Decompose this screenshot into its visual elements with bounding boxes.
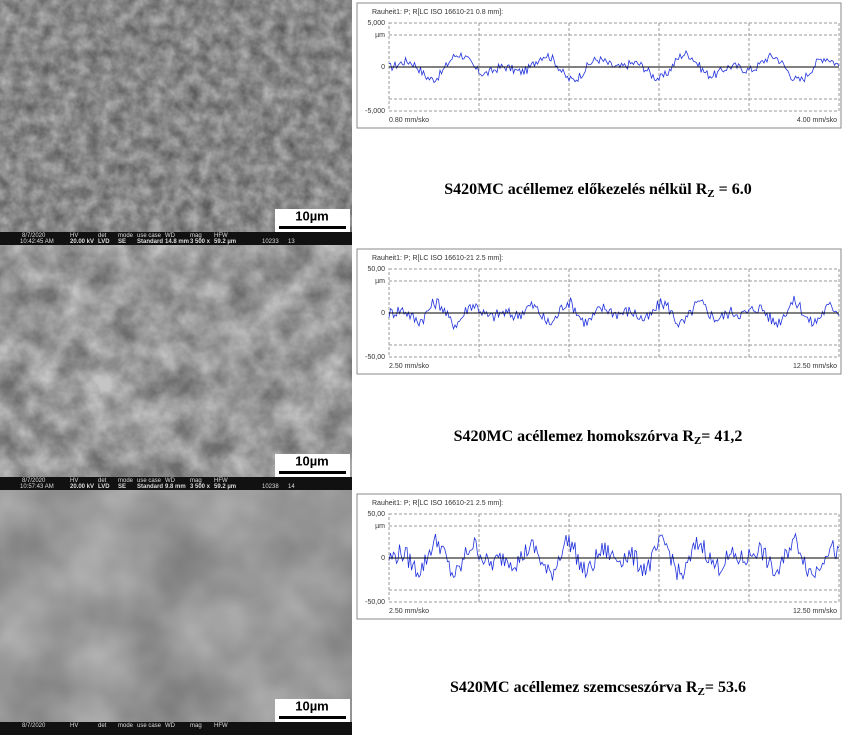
caption-value: = 53.6 <box>705 679 746 696</box>
info-value: Standard <box>137 239 163 245</box>
info-bar <box>0 722 352 735</box>
info-value: LVD <box>98 239 110 245</box>
sem-texture <box>0 0 352 232</box>
info-value: 9.8 mm <box>165 484 186 490</box>
profile-header: Rauheit1: P; R[LC ISO 16610-21 2.5 mm]: <box>372 500 503 507</box>
y-label: 0 <box>381 64 385 71</box>
info-id: 10233 <box>262 239 279 245</box>
caption: S420MC acéllemez előkezelés nélkül RZ = … <box>444 181 752 200</box>
info-time: 10:42:45 AM <box>20 239 54 245</box>
figure: 10µm 8/7/2020 10:42:45 AM HV 20.00 kV det LVD m… <box>0 0 843 738</box>
y-label: µm <box>375 278 385 285</box>
x-label-left: 2.50 mm/sko <box>389 363 429 370</box>
scale-bar-label: 10µm <box>295 453 329 468</box>
info-value: 20.00 kV <box>70 239 94 245</box>
caption-subscript: Z <box>697 686 704 698</box>
info-id: 10238 <box>262 484 279 490</box>
scale-bar <box>279 716 346 719</box>
caption-subscript: Z <box>707 188 714 200</box>
caption-subscript: Z <box>694 435 701 447</box>
y-label: 50,00 <box>367 266 385 273</box>
caption-value: = 41,2 <box>701 428 742 445</box>
scale-bar-label: 10µm <box>295 208 329 223</box>
info-num: 14 <box>288 484 295 490</box>
info-value: 59.2 µm <box>214 239 236 245</box>
profile-panel: Rauheit1: P; R[LC ISO 16610-21 2.5 mm]: 5… <box>357 494 841 619</box>
info-value: 59.2 µm <box>214 484 236 490</box>
info-value: 14.8 mm <box>165 239 189 245</box>
info-label: det <box>98 723 107 729</box>
info-label: mode <box>118 723 134 729</box>
caption: S420MC acéllemez homokszórva RZ= 41,2 <box>454 428 743 447</box>
info-value: SE <box>118 239 126 245</box>
info-label: mag <box>190 723 202 729</box>
sem-texture <box>0 245 352 477</box>
info-label: HFW <box>214 723 228 729</box>
info-label: use case <box>137 723 162 729</box>
profile-panel: Rauheit1: P; R[LC ISO 16610-21 2.5 mm]: 5… <box>357 249 841 374</box>
caption-value: = 6.0 <box>715 181 752 198</box>
info-value: 3 500 x <box>190 239 211 245</box>
caption: S420MC acéllemez szemcseszórva RZ= 53.6 <box>450 679 746 698</box>
y-label: µm <box>375 523 385 530</box>
caption-text: S420MC acéllemez homokszórva R <box>454 428 695 445</box>
y-label: -50,00 <box>365 354 385 361</box>
profile-panel: Rauheit1: P; R[LC ISO 16610-21 0.8 mm]: 5… <box>357 3 841 128</box>
info-date: 8/7/2020 <box>22 723 46 729</box>
y-label: 0 <box>381 310 385 317</box>
scale-bar-label: 10µm <box>295 698 329 713</box>
info-num: 13 <box>288 239 295 245</box>
y-label: -50,00 <box>365 599 385 606</box>
info-label: WD <box>165 723 176 729</box>
profile-box <box>357 494 841 619</box>
profile-box <box>357 249 841 374</box>
profile-header: Rauheit1: P; R[LC ISO 16610-21 2.5 mm]: <box>372 255 503 262</box>
x-label-right: 4.00 mm/sko <box>797 117 837 124</box>
info-value: 20.00 kV <box>70 484 94 490</box>
y-label: µm <box>375 32 385 39</box>
x-label-left: 2.50 mm/sko <box>389 608 429 615</box>
profile-header: Rauheit1: P; R[LC ISO 16610-21 0.8 mm]: <box>372 9 503 16</box>
info-label: HV <box>70 723 78 729</box>
info-value: Standard <box>137 484 163 490</box>
caption-text: S420MC acéllemez szemcseszórva R <box>450 679 698 696</box>
y-label: -5,000 <box>365 108 385 115</box>
caption-text: S420MC acéllemez előkezelés nélkül R <box>444 181 707 198</box>
scale-bar <box>279 226 346 229</box>
y-label: 5,000 <box>367 20 385 27</box>
sem-texture <box>0 490 352 722</box>
scale-bar <box>279 471 346 474</box>
info-time: 10:57:43 AM <box>20 484 54 490</box>
x-label-right: 12.50 mm/sko <box>793 608 837 615</box>
info-value: LVD <box>98 484 110 490</box>
x-label-right: 12.50 mm/sko <box>793 363 837 370</box>
y-label: 0 <box>381 555 385 562</box>
x-label-left: 0.80 mm/sko <box>389 117 429 124</box>
info-value: 3 500 x <box>190 484 211 490</box>
y-label: 50,00 <box>367 511 385 518</box>
info-value: SE <box>118 484 126 490</box>
profile-box <box>357 3 841 128</box>
